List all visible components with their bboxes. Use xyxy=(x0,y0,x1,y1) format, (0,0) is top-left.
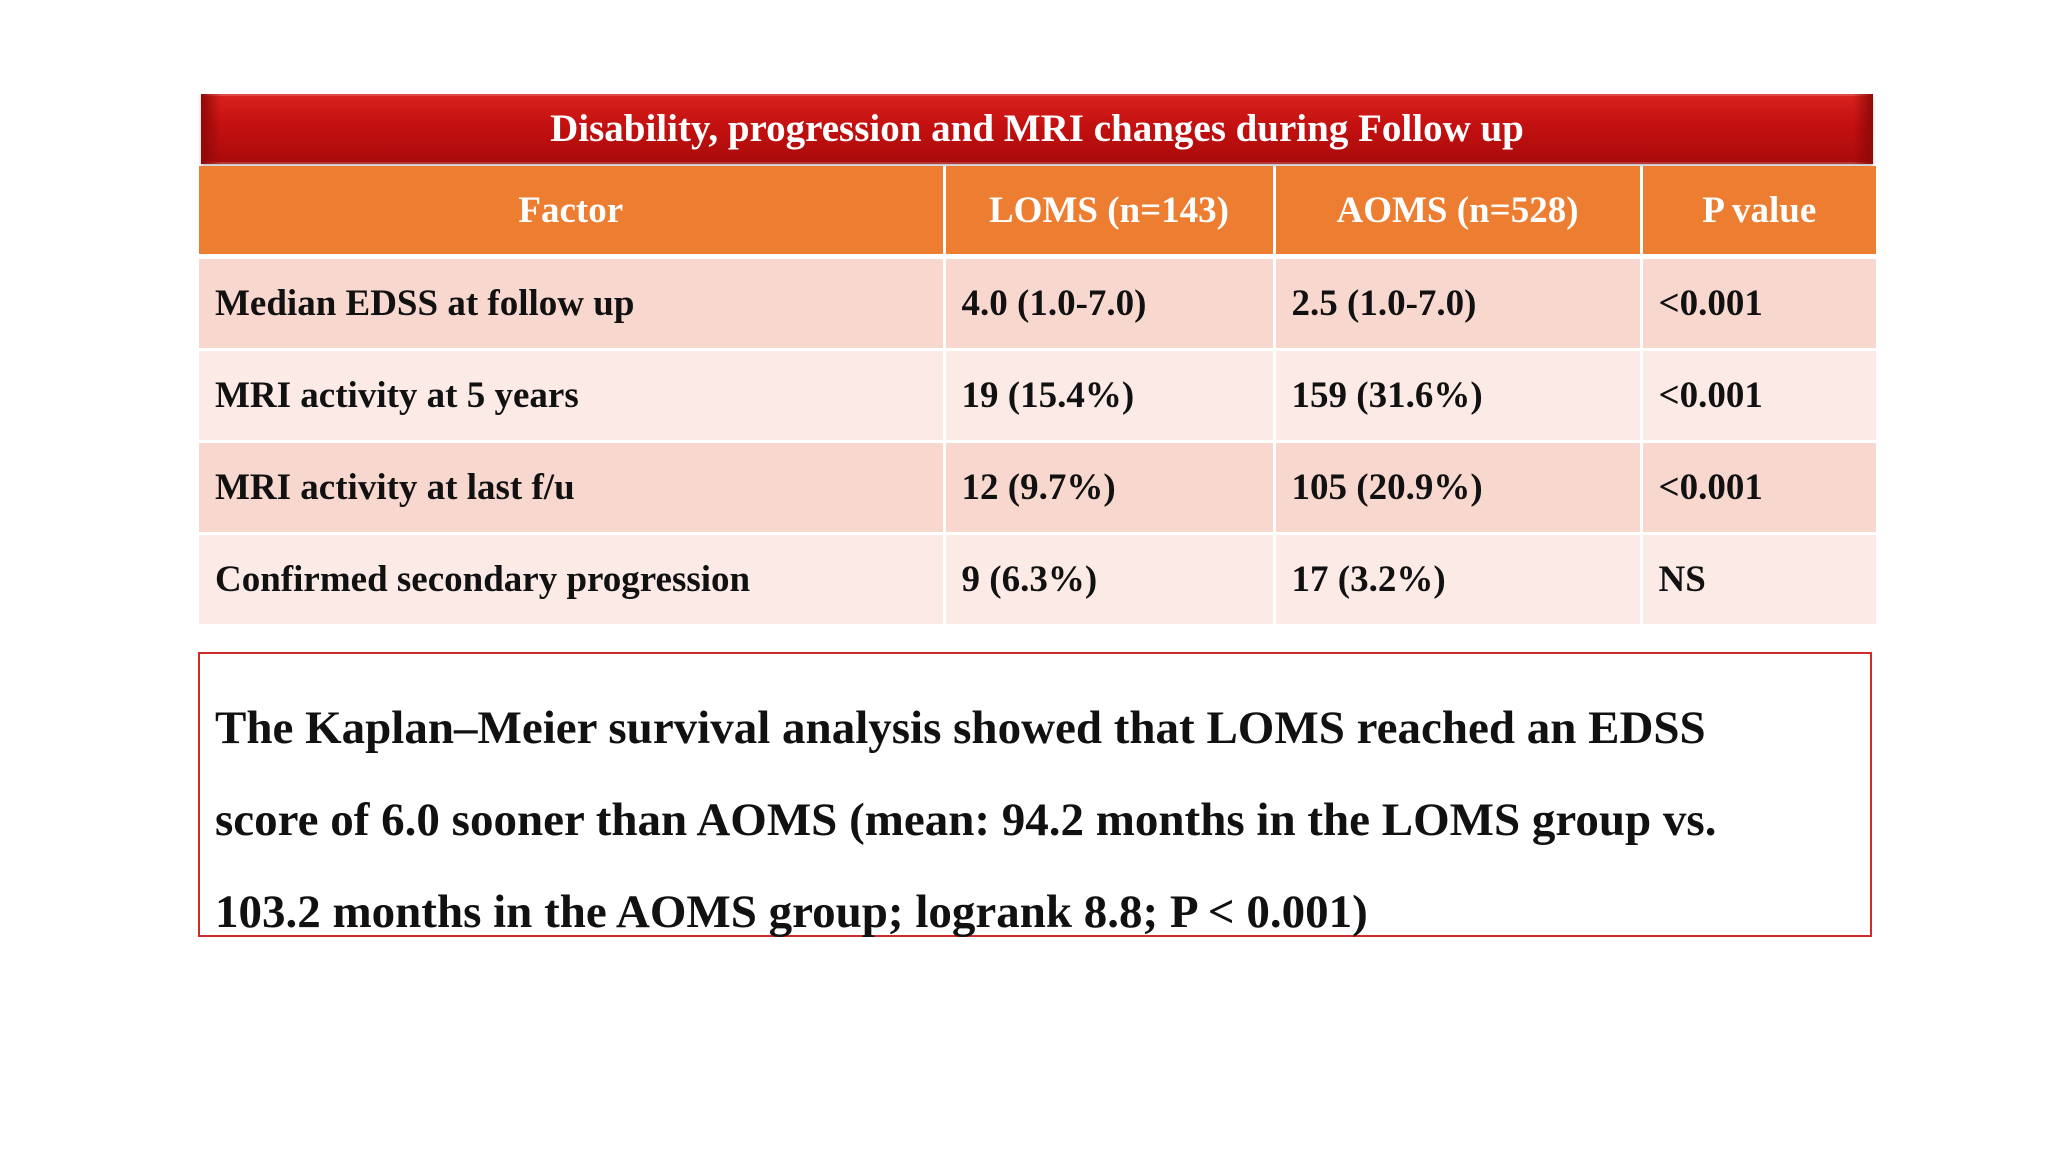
summary-note-box: The Kaplan–Meier survival analysis showe… xyxy=(198,652,1872,938)
cell-factor: MRI activity at 5 years xyxy=(199,348,944,442)
table-row: Median EDSS at follow up 4.0 (1.0-7.0) 2… xyxy=(199,255,1876,350)
table-row: MRI activity at last f/u 12 (9.7%) 105 (… xyxy=(199,440,1876,534)
table-header-row: Factor LOMS (n=143) AOMS (n=528) P value xyxy=(199,166,1876,259)
summary-note-line: score of 6.0 sooner than AOMS (mean: 94.… xyxy=(215,794,1717,846)
table-title-banner: Disability, progression and MRI changes … xyxy=(201,94,1873,164)
cell-aoms: 105 (20.9%) xyxy=(1272,440,1641,534)
cell-aoms: 17 (3.2%) xyxy=(1272,532,1641,624)
cell-p-value: <0.001 xyxy=(1639,440,1876,534)
summary-note-line: 103.2 months in the AOMS group; logrank … xyxy=(215,886,1368,938)
header-factor: Factor xyxy=(199,166,944,259)
cell-factor: Median EDSS at follow up xyxy=(199,255,944,350)
cell-factor: MRI activity at last f/u xyxy=(199,440,944,534)
cell-aoms: 159 (31.6%) xyxy=(1272,348,1641,442)
cell-loms: 4.0 (1.0-7.0) xyxy=(942,255,1274,350)
cell-loms: 12 (9.7%) xyxy=(942,440,1274,534)
summary-note-line: The Kaplan–Meier survival analysis showe… xyxy=(215,702,1706,754)
results-table: Factor LOMS (n=143) AOMS (n=528) P value… xyxy=(199,166,1876,624)
cell-factor: Confirmed secondary progression xyxy=(199,532,944,624)
header-loms: LOMS (n=143) xyxy=(942,166,1274,259)
cell-p-value: <0.001 xyxy=(1639,348,1876,442)
table-row: Confirmed secondary progression 9 (6.3%)… xyxy=(199,532,1876,624)
header-p-value: P value xyxy=(1639,166,1876,259)
cell-loms: 9 (6.3%) xyxy=(942,532,1274,624)
cell-aoms: 2.5 (1.0-7.0) xyxy=(1272,255,1641,350)
cell-p-value: NS xyxy=(1639,532,1876,624)
cell-p-value: <0.001 xyxy=(1639,255,1876,350)
header-aoms: AOMS (n=528) xyxy=(1272,166,1641,259)
table-row: MRI activity at 5 years 19 (15.4%) 159 (… xyxy=(199,348,1876,442)
cell-loms: 19 (15.4%) xyxy=(942,348,1274,442)
